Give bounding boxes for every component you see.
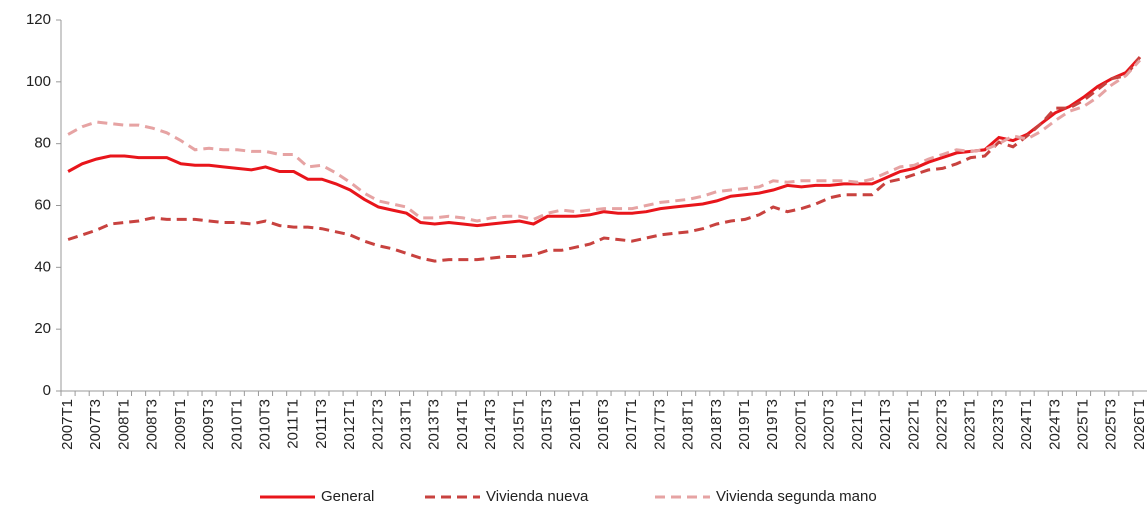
x-tick-label: 2008T1 xyxy=(115,399,132,450)
x-tick-label: 2016T3 xyxy=(595,399,612,450)
series-line xyxy=(67,56,1142,228)
x-tick-label: 2010T3 xyxy=(256,399,273,450)
series-line xyxy=(67,56,1142,263)
x-tick-label: 2026T1 xyxy=(1131,399,1147,450)
x-tick-label: 2014T3 xyxy=(482,399,499,450)
x-tick-label: 2024T3 xyxy=(1046,399,1063,450)
x-tick-label: 2016T1 xyxy=(567,399,584,450)
x-tick-label: 2020T3 xyxy=(821,399,838,450)
x-tick-label: 2013T3 xyxy=(426,399,443,450)
x-tick-label: 2023T1 xyxy=(962,399,979,450)
y-tick-label: 20 xyxy=(34,320,51,337)
y-tick-label: 80 xyxy=(34,135,51,152)
y-tick-label: 120 xyxy=(26,11,51,28)
x-tick-label: 2019T3 xyxy=(764,399,781,450)
y-tick-label: 100 xyxy=(26,73,51,90)
x-tick-label: 2022T1 xyxy=(905,399,922,450)
x-tick-label: 2018T3 xyxy=(708,399,725,450)
x-tick-label: 2009T3 xyxy=(200,399,217,450)
x-tick-label: 2020T1 xyxy=(792,399,809,450)
x-tick-label: 2022T3 xyxy=(933,399,950,450)
x-tick-label: 2015T3 xyxy=(539,399,556,450)
series-line xyxy=(67,59,1142,223)
x-tick-label: 2007T1 xyxy=(59,399,76,450)
x-tick-label: 2007T3 xyxy=(87,399,104,450)
x-tick-label: 2019T1 xyxy=(736,399,753,450)
x-tick-label: 2025T3 xyxy=(1103,399,1120,450)
x-tick-label: 2024T1 xyxy=(1018,399,1035,450)
legend-label: General xyxy=(321,488,374,505)
legend-label: Vivienda segunda mano xyxy=(716,488,877,505)
x-tick-label: 2017T3 xyxy=(651,399,668,450)
x-tick-label: 2023T3 xyxy=(990,399,1007,450)
x-tick-label: 2013T1 xyxy=(398,399,415,450)
y-tick-label: 40 xyxy=(34,258,51,275)
x-tick-label: 2021T3 xyxy=(877,399,894,450)
x-tick-label: 2018T1 xyxy=(680,399,697,450)
y-tick-label: 60 xyxy=(34,196,51,213)
x-tick-label: 2014T1 xyxy=(454,399,471,450)
x-tick-label: 2015T1 xyxy=(510,399,527,450)
x-tick-label: 2011T1 xyxy=(285,399,302,449)
x-tick-label: 2021T1 xyxy=(849,399,866,450)
x-tick-label: 2008T3 xyxy=(144,399,161,450)
x-tick-label: 2025T1 xyxy=(1075,399,1092,450)
y-tick-label: 0 xyxy=(43,382,51,399)
x-tick-label: 2009T1 xyxy=(172,399,189,450)
x-tick-label: 2010T1 xyxy=(228,399,245,450)
legend-label: Vivienda nueva xyxy=(486,488,589,505)
x-tick-label: 2017T1 xyxy=(623,399,640,450)
x-tick-label: 2012T1 xyxy=(341,399,358,450)
x-tick-label: 2011T3 xyxy=(313,399,330,449)
x-tick-label: 2012T3 xyxy=(369,399,386,450)
